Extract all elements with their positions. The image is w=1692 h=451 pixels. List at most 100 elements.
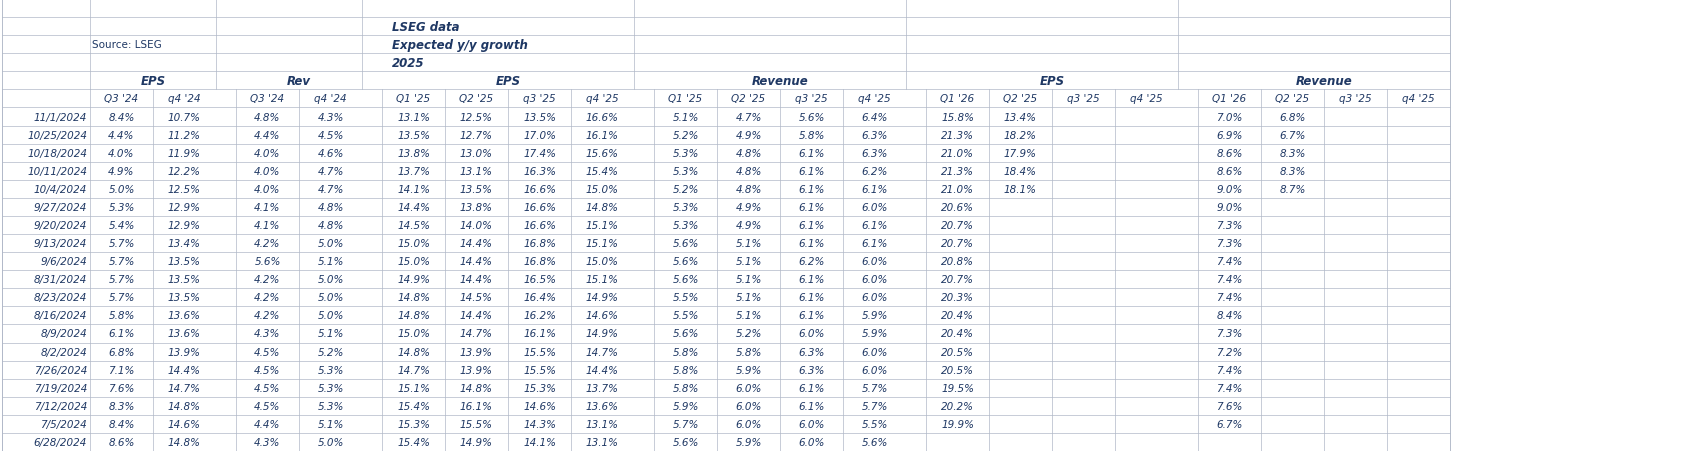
Text: 4.3%: 4.3% <box>254 437 281 447</box>
Text: 5.3%: 5.3% <box>108 202 135 212</box>
Text: 13.5%: 13.5% <box>168 275 201 285</box>
Text: 6.1%: 6.1% <box>799 184 824 194</box>
Text: 16.6%: 16.6% <box>523 184 557 194</box>
Text: 4.3%: 4.3% <box>254 329 281 339</box>
Text: 21.0%: 21.0% <box>941 184 975 194</box>
Text: 17.9%: 17.9% <box>1003 148 1037 158</box>
Text: 7.2%: 7.2% <box>1217 347 1242 357</box>
Text: 18.4%: 18.4% <box>1003 166 1037 176</box>
Text: 6.1%: 6.1% <box>799 148 824 158</box>
Text: 8.3%: 8.3% <box>1279 166 1306 176</box>
Text: Q3 '24: Q3 '24 <box>250 94 284 104</box>
Text: 5.9%: 5.9% <box>861 329 888 339</box>
Text: 15.5%: 15.5% <box>460 419 492 429</box>
Text: 14.0%: 14.0% <box>460 221 492 230</box>
Text: 5.5%: 5.5% <box>861 419 888 429</box>
Text: 5.6%: 5.6% <box>254 257 281 267</box>
Text: 14.5%: 14.5% <box>460 293 492 303</box>
Text: 8.6%: 8.6% <box>1217 166 1242 176</box>
Text: 20.8%: 20.8% <box>941 257 975 267</box>
Text: 15.0%: 15.0% <box>398 239 430 249</box>
Text: 8/31/2024: 8/31/2024 <box>34 275 86 285</box>
Text: 5.1%: 5.1% <box>736 257 761 267</box>
Text: 13.7%: 13.7% <box>585 383 619 393</box>
Text: 16.2%: 16.2% <box>523 311 557 321</box>
Text: Q2 '25: Q2 '25 <box>1276 94 1310 104</box>
Text: 13.5%: 13.5% <box>523 112 557 122</box>
Text: 13.5%: 13.5% <box>168 257 201 267</box>
Text: 5.8%: 5.8% <box>672 365 699 375</box>
Text: 7.4%: 7.4% <box>1217 257 1242 267</box>
Text: 4.2%: 4.2% <box>254 293 281 303</box>
Text: 7.3%: 7.3% <box>1217 239 1242 249</box>
Text: 5.8%: 5.8% <box>672 383 699 393</box>
Text: 15.1%: 15.1% <box>585 221 619 230</box>
Text: 16.1%: 16.1% <box>585 130 619 140</box>
Text: 9.0%: 9.0% <box>1217 202 1242 212</box>
Text: 5.7%: 5.7% <box>108 293 135 303</box>
Text: 14.5%: 14.5% <box>398 221 430 230</box>
Text: Source: LSEG: Source: LSEG <box>91 40 162 50</box>
Text: 6.3%: 6.3% <box>861 130 888 140</box>
Text: 5.7%: 5.7% <box>861 401 888 411</box>
Text: 5.5%: 5.5% <box>672 311 699 321</box>
Text: 14.1%: 14.1% <box>398 184 430 194</box>
Text: 14.8%: 14.8% <box>168 401 201 411</box>
Text: 4.5%: 4.5% <box>254 383 281 393</box>
Text: 14.8%: 14.8% <box>398 311 430 321</box>
Text: 4.7%: 4.7% <box>736 112 761 122</box>
Text: 6.0%: 6.0% <box>861 347 888 357</box>
Text: 5.4%: 5.4% <box>108 221 135 230</box>
Text: 15.0%: 15.0% <box>398 257 430 267</box>
Text: 7.6%: 7.6% <box>1217 401 1242 411</box>
Text: Q1 '26: Q1 '26 <box>1213 94 1247 104</box>
Text: 16.6%: 16.6% <box>523 221 557 230</box>
Text: 14.4%: 14.4% <box>585 365 619 375</box>
Text: 7.1%: 7.1% <box>108 365 135 375</box>
Text: 13.9%: 13.9% <box>460 365 492 375</box>
Text: 4.8%: 4.8% <box>736 166 761 176</box>
Text: Q2 '25: Q2 '25 <box>1003 94 1037 104</box>
Text: 4.1%: 4.1% <box>254 202 281 212</box>
Text: 5.1%: 5.1% <box>318 257 343 267</box>
Text: 4.1%: 4.1% <box>254 221 281 230</box>
Text: 5.7%: 5.7% <box>108 275 135 285</box>
Text: 14.3%: 14.3% <box>523 419 557 429</box>
Text: 13.1%: 13.1% <box>585 437 619 447</box>
Text: 20.7%: 20.7% <box>941 239 975 249</box>
Text: 13.1%: 13.1% <box>585 419 619 429</box>
Text: 5.2%: 5.2% <box>318 347 343 357</box>
Text: q4 '25: q4 '25 <box>1403 94 1435 104</box>
Text: 4.8%: 4.8% <box>736 184 761 194</box>
Text: Q2 '25: Q2 '25 <box>731 94 765 104</box>
Text: 6.1%: 6.1% <box>861 221 888 230</box>
Text: 13.4%: 13.4% <box>168 239 201 249</box>
Text: 6.2%: 6.2% <box>861 166 888 176</box>
Text: LSEG data: LSEG data <box>393 21 460 33</box>
Text: Q2 '25: Q2 '25 <box>460 94 494 104</box>
Text: EPS: EPS <box>496 75 521 87</box>
Text: 21.3%: 21.3% <box>941 130 975 140</box>
Text: 12.9%: 12.9% <box>168 221 201 230</box>
Text: 6.0%: 6.0% <box>799 419 824 429</box>
Text: 16.8%: 16.8% <box>523 257 557 267</box>
Text: 6.1%: 6.1% <box>861 184 888 194</box>
Text: 6.0%: 6.0% <box>799 437 824 447</box>
Text: 6.8%: 6.8% <box>1279 112 1306 122</box>
Text: 9.0%: 9.0% <box>1217 184 1242 194</box>
Text: 8.3%: 8.3% <box>1279 148 1306 158</box>
Text: 20.5%: 20.5% <box>941 365 975 375</box>
Text: 16.3%: 16.3% <box>523 166 557 176</box>
Text: 20.4%: 20.4% <box>941 311 975 321</box>
Text: 14.7%: 14.7% <box>460 329 492 339</box>
Text: 6.1%: 6.1% <box>799 275 824 285</box>
Text: 5.9%: 5.9% <box>736 437 761 447</box>
Text: 13.5%: 13.5% <box>398 130 430 140</box>
Text: 4.4%: 4.4% <box>108 130 135 140</box>
Text: 6.1%: 6.1% <box>799 166 824 176</box>
Text: 9/27/2024: 9/27/2024 <box>34 202 86 212</box>
Text: 5.7%: 5.7% <box>672 419 699 429</box>
Text: 8.7%: 8.7% <box>1279 184 1306 194</box>
Text: 16.8%: 16.8% <box>523 239 557 249</box>
Text: 6.1%: 6.1% <box>799 221 824 230</box>
